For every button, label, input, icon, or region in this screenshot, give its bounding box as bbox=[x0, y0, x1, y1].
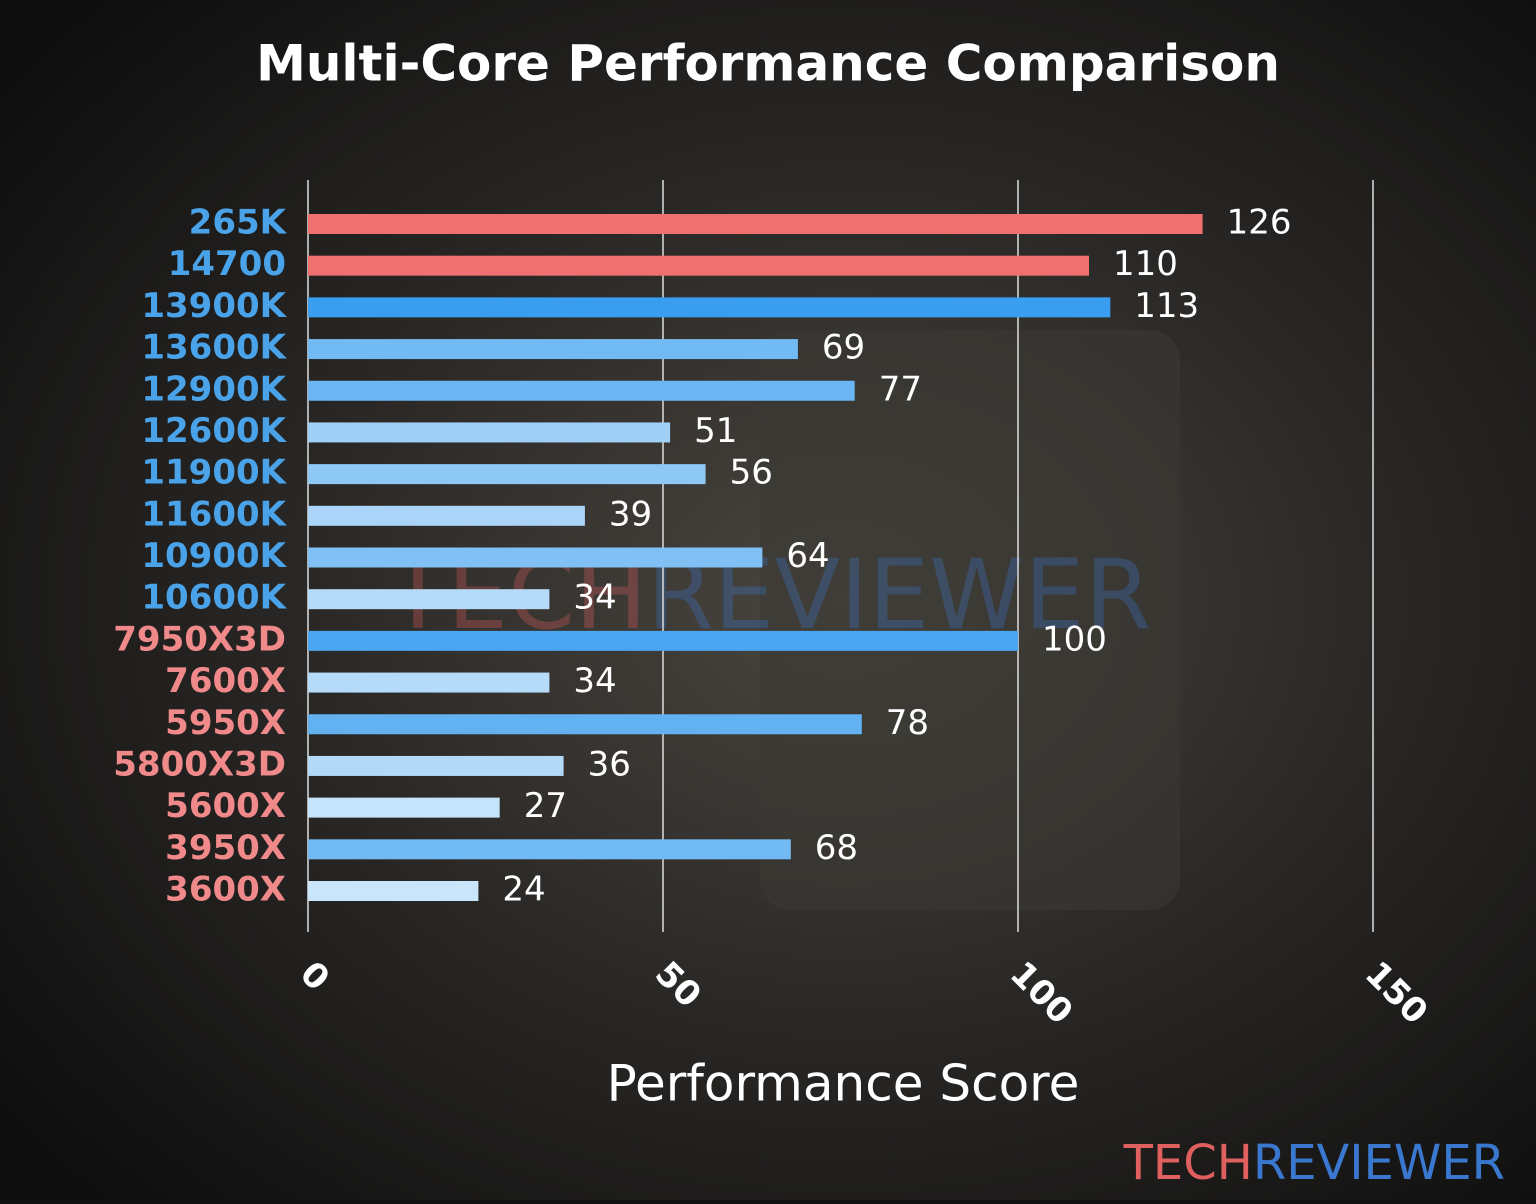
bar bbox=[308, 255, 1089, 276]
bar bbox=[308, 755, 564, 776]
bar bbox=[308, 339, 798, 360]
bar bbox=[308, 547, 763, 568]
y-tick-label: 7600X bbox=[165, 661, 286, 701]
background-chip bbox=[760, 330, 1180, 910]
bar bbox=[308, 589, 550, 610]
value-label: 77 bbox=[879, 369, 922, 409]
value-label: 113 bbox=[1134, 286, 1199, 326]
y-tick-label: 3600X bbox=[165, 870, 286, 910]
y-tick-label: 13600K bbox=[141, 328, 287, 368]
x-axis-label: Performance Score bbox=[607, 1055, 1080, 1113]
bar bbox=[308, 422, 671, 443]
bar bbox=[308, 714, 862, 735]
value-label: 36 bbox=[588, 744, 631, 784]
bar bbox=[308, 839, 791, 860]
logo-part: TECH bbox=[1123, 1135, 1253, 1191]
value-label: 68 bbox=[815, 828, 858, 868]
value-label: 27 bbox=[524, 786, 567, 826]
bar bbox=[308, 797, 500, 818]
y-tick-label: 5800X3D bbox=[113, 744, 286, 784]
value-label: 100 bbox=[1042, 619, 1107, 659]
y-tick-label: 10900K bbox=[141, 536, 287, 576]
y-tick-label: 5950X bbox=[165, 703, 286, 743]
bar bbox=[308, 630, 1018, 651]
y-tick-label: 5600X bbox=[165, 786, 286, 826]
value-label: 69 bbox=[822, 328, 865, 368]
value-label: 39 bbox=[609, 494, 652, 534]
logo-part: REVIEWER bbox=[1253, 1135, 1505, 1191]
value-label: 24 bbox=[502, 870, 545, 910]
bar bbox=[308, 297, 1111, 318]
bar bbox=[308, 464, 706, 485]
y-tick-label: 13900K bbox=[141, 286, 287, 326]
value-label: 56 bbox=[730, 453, 773, 493]
value-label: 51 bbox=[694, 411, 737, 451]
value-label: 34 bbox=[573, 661, 616, 701]
value-label: 78 bbox=[886, 703, 929, 743]
y-tick-label: 14700 bbox=[168, 244, 286, 284]
logo: TECHREVIEWER bbox=[1123, 1135, 1505, 1191]
y-tick-label: 3950X bbox=[165, 828, 286, 868]
value-label: 34 bbox=[573, 578, 616, 618]
value-label: 64 bbox=[786, 536, 829, 576]
bar bbox=[308, 380, 855, 401]
y-tick-label: 7950X3D bbox=[113, 619, 286, 659]
bar bbox=[308, 672, 550, 693]
value-label: 126 bbox=[1227, 203, 1292, 243]
y-tick-label: 11900K bbox=[141, 453, 287, 493]
chart-title: Multi-Core Performance Comparison bbox=[256, 35, 1280, 93]
y-tick-label: 10600K bbox=[141, 578, 287, 618]
y-tick-label: 11600K bbox=[141, 494, 287, 534]
y-tick-label: 12900K bbox=[141, 369, 287, 409]
bar bbox=[308, 214, 1203, 234]
y-tick-label: 265K bbox=[189, 203, 288, 243]
bar bbox=[308, 881, 479, 901]
y-tick-label: 12600K bbox=[141, 411, 287, 451]
value-label: 110 bbox=[1113, 244, 1178, 284]
bar bbox=[308, 505, 585, 526]
